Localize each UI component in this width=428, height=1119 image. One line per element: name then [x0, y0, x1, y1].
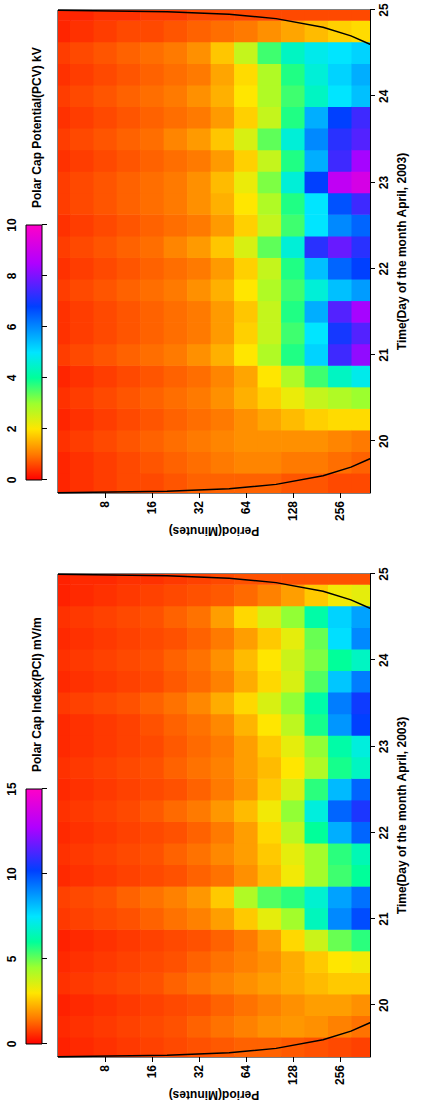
svg-text:25: 25 [377, 3, 391, 17]
svg-text:23: 23 [377, 176, 391, 190]
svg-text:22: 22 [377, 262, 391, 276]
svg-text:6: 6 [5, 323, 19, 330]
svg-text:16: 16 [145, 1065, 159, 1079]
svg-text:24: 24 [377, 653, 391, 667]
svg-text:128: 128 [286, 501, 300, 521]
svg-text:5: 5 [5, 955, 19, 962]
svg-text:64: 64 [239, 501, 253, 515]
svg-text:21: 21 [377, 912, 391, 926]
svg-text:16: 16 [145, 501, 159, 515]
svg-text:25: 25 [377, 567, 391, 581]
svg-text:20: 20 [377, 434, 391, 448]
svg-text:Polar Cap Potential(PCV) kV: Polar Cap Potential(PCV) kV [30, 47, 44, 208]
svg-text:Period(Minutes): Period(Minutes) [169, 524, 260, 538]
svg-text:23: 23 [377, 740, 391, 754]
svg-text:32: 32 [192, 1065, 206, 1079]
svg-text:32: 32 [192, 501, 206, 515]
svg-text:15: 15 [5, 782, 19, 796]
svg-text:2: 2 [5, 425, 19, 432]
svg-text:256: 256 [333, 1065, 347, 1085]
svg-text:10: 10 [5, 218, 19, 232]
svg-text:64: 64 [239, 1065, 253, 1079]
svg-text:22: 22 [377, 826, 391, 840]
svg-text:8: 8 [98, 1065, 112, 1072]
svg-text:Polar Cap Index(PCI) mV/m: Polar Cap Index(PCI) mV/m [30, 617, 44, 772]
svg-text:0: 0 [5, 476, 19, 483]
svg-text:Time(Day of the month April, 2: Time(Day of the month April, 2003) [395, 153, 409, 350]
svg-text:10: 10 [5, 867, 19, 881]
svg-text:24: 24 [377, 89, 391, 103]
svg-text:0: 0 [5, 1040, 19, 1047]
svg-text:128: 128 [286, 1065, 300, 1085]
svg-text:Period(Minutes): Period(Minutes) [169, 1088, 260, 1102]
svg-text:256: 256 [333, 501, 347, 521]
svg-text:8: 8 [5, 272, 19, 279]
svg-text:4: 4 [5, 374, 19, 381]
svg-text:8: 8 [98, 501, 112, 508]
svg-text:20: 20 [377, 998, 391, 1012]
svg-text:Time(Day of the month April, 2: Time(Day of the month April, 2003) [395, 717, 409, 914]
svg-text:21: 21 [377, 348, 391, 362]
